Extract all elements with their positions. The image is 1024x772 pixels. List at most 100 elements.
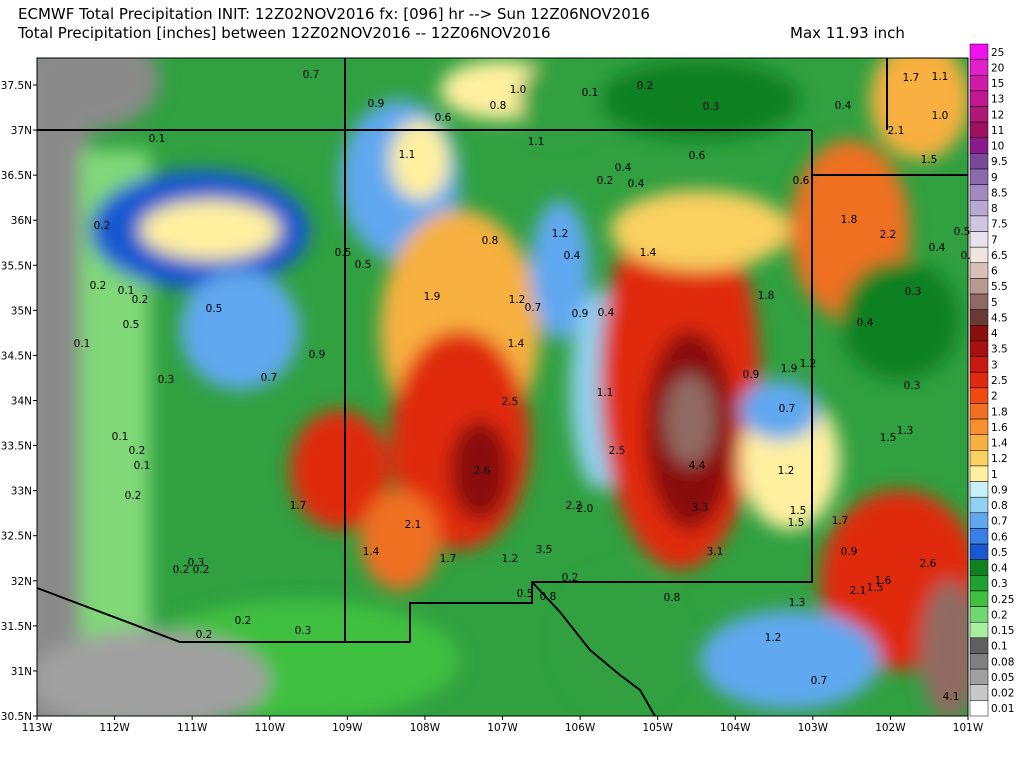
- colorbar-label: 0.2: [991, 609, 1008, 621]
- precip-value: 2.1: [850, 585, 867, 597]
- colorbar-label: 3: [991, 359, 998, 371]
- colorbar-swatch: [969, 637, 989, 654]
- colorbar-label: 25: [991, 47, 1004, 59]
- precip-value: 0.2: [94, 220, 111, 232]
- colorbar-label: 5.5: [991, 281, 1008, 293]
- colorbar-label: 1.2: [991, 453, 1008, 465]
- precip-value: 0.2: [125, 490, 142, 502]
- colorbar-label: 0.08: [991, 656, 1014, 668]
- precip-value: 1.9: [781, 363, 798, 375]
- precip-value: 0.3: [904, 380, 921, 392]
- colorbar-label: 2.5: [991, 375, 1008, 387]
- lon-label: 104W: [720, 722, 751, 734]
- subtitle: Total Precipitation [inches] between 12Z…: [17, 24, 551, 42]
- precip-value: 1.4: [508, 338, 525, 350]
- precip-value: 0.5: [206, 303, 223, 315]
- precip-value: 0.1: [134, 460, 151, 472]
- colorbar-swatch: [969, 168, 989, 185]
- precip-value: 0.2: [173, 564, 190, 576]
- colorbar-label: 0.9: [991, 484, 1008, 496]
- precip-value: 0.7: [303, 69, 320, 81]
- precip-value: 1.5: [867, 582, 884, 594]
- lon-label: 109W: [332, 722, 363, 734]
- lat-label: 36.5N: [1, 170, 32, 182]
- precip-value: 0.8: [482, 235, 499, 247]
- precip-value: 1.7: [290, 500, 307, 512]
- precip-value: 2.1: [888, 125, 905, 137]
- precip-value: 1.4: [640, 247, 657, 259]
- precip-value: 1.7: [440, 553, 457, 565]
- colorbar-label: 4: [991, 328, 998, 340]
- lon-label: 102W: [875, 722, 906, 734]
- precip-value: 0.6: [793, 175, 810, 187]
- lat-label: 32N: [11, 576, 32, 588]
- lat-label: 31N: [11, 666, 32, 678]
- lat-label: 34.5N: [1, 350, 32, 362]
- colorbar-label: 4.5: [991, 312, 1008, 324]
- lon-label: 106W: [565, 722, 596, 734]
- colorbar-label: 0.1: [991, 641, 1008, 653]
- colorbar-swatch: [969, 528, 989, 545]
- precip-value: 0.8: [490, 100, 507, 112]
- colorbar-label: 0.8: [991, 500, 1008, 512]
- precip-value: 0.1: [74, 338, 91, 350]
- colorbar-label: 3.5: [991, 344, 1008, 356]
- colorbar-label: 10: [991, 141, 1004, 153]
- precip-value: 2.2: [880, 229, 897, 241]
- lat-label: 35.5N: [1, 260, 32, 272]
- colorbar-label: 8.5: [991, 187, 1008, 199]
- colorbar-label: 5: [991, 297, 998, 309]
- colorbar-swatch: [969, 325, 989, 342]
- colorbar-swatch: [969, 309, 989, 326]
- precip-value: 0.7: [811, 675, 828, 687]
- precip-value: 0.8: [540, 591, 557, 603]
- colorbar-label: 0.05: [991, 672, 1014, 684]
- precip-value: 0.1: [118, 285, 135, 297]
- colorbar-swatch: [969, 418, 989, 435]
- colorbar-label: 9.5: [991, 156, 1008, 168]
- colorbar-swatch: [969, 43, 989, 60]
- colorbar-swatch: [969, 231, 989, 248]
- precip-value: 0.9: [572, 308, 589, 320]
- precip-value: 0.4: [835, 100, 852, 112]
- colorbar-swatch: [969, 543, 989, 560]
- colorbar-swatch: [969, 465, 989, 482]
- precip-value: 1.3: [897, 425, 914, 437]
- lat-label: 33.5N: [1, 441, 32, 453]
- precip-value: 1.1: [932, 71, 949, 83]
- precip-value: 2.0: [577, 503, 594, 515]
- precip-value: 0.8: [664, 592, 681, 604]
- precip-value: 1.2: [765, 632, 782, 644]
- precip-value: 0.3: [905, 286, 922, 298]
- colorbar-swatch: [969, 246, 989, 264]
- colorbar-swatch: [969, 387, 989, 404]
- lat-label: 34N: [11, 395, 32, 407]
- precip-value: 4.4: [689, 460, 706, 472]
- precip-value: 2.1: [405, 519, 422, 531]
- precip-value: 1.1: [528, 136, 545, 148]
- colorbar-label: 0.01: [991, 703, 1014, 715]
- precip-value: 1.2: [502, 553, 519, 565]
- colorbar-swatch: [969, 293, 989, 310]
- colorbar-swatch: [969, 184, 989, 201]
- colorbar-swatch: [969, 106, 989, 123]
- colorbar-swatch: [969, 512, 989, 529]
- precip-value: 2.5: [502, 396, 519, 408]
- precip-value: 1.2: [552, 228, 569, 240]
- precip-value: 0.4: [929, 242, 946, 254]
- colorbar-swatch: [969, 653, 989, 670]
- precip-value: 1.1: [597, 387, 614, 399]
- colorbar-label: 0.3: [991, 578, 1008, 590]
- precip-value: 0.9: [841, 546, 858, 558]
- precip-value: 1.2: [778, 465, 795, 477]
- lon-label: 112W: [99, 722, 130, 734]
- lon-label: 113W: [22, 722, 53, 734]
- precip-value: 0.2: [132, 294, 149, 306]
- precip-value: 1.3: [789, 597, 806, 609]
- colorbar-swatch: [969, 356, 989, 373]
- precip-value: 1.0: [932, 110, 949, 122]
- colorbar-label: 8: [991, 203, 998, 215]
- precip-value: 0.2: [637, 80, 654, 92]
- colorbar-label: 20: [991, 62, 1004, 74]
